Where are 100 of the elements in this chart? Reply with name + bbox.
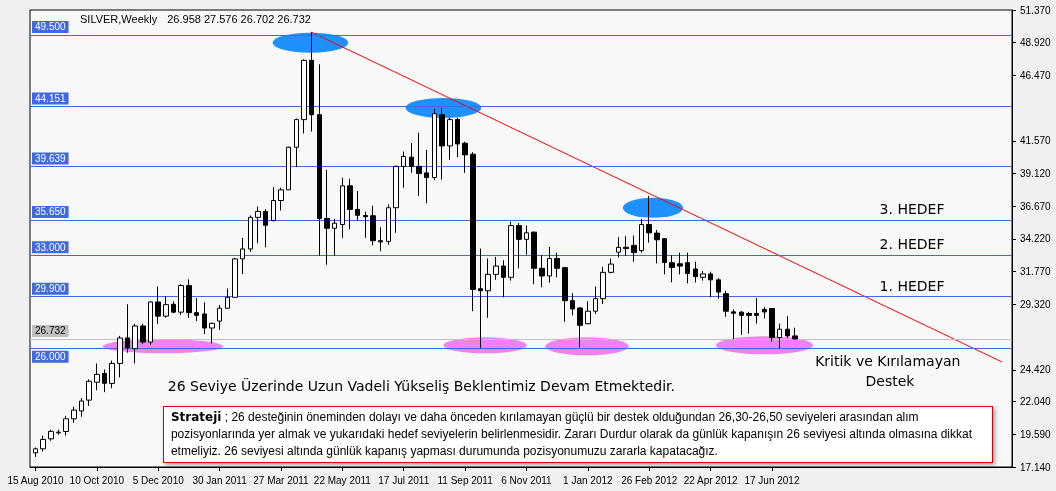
ref-line-label: 44.151	[35, 92, 67, 104]
candlestick	[347, 178, 353, 230]
candlestick	[71, 406, 77, 424]
candlestick	[102, 368, 107, 393]
y-tick-label: 46.470	[1020, 69, 1052, 81]
candlestick	[593, 286, 598, 315]
candlestick	[117, 335, 123, 378]
note-box: Strateji ; 26 desteğinin öneminden dolayı ve daha önceden kırılamayan güçlü bir destek olduğundan 26,30-26,50 seviyeleri arasından alım pozisyonlarında yer almak ve yukarıdaki hedef seviyelerin belirlenmesidir. Zararı Durdur olarak da günlük kapanışın 26 seviyesi altında olmasına dikkat etmeliyiz. 26 seviyesi altında günlük kapanış yapması durumunda pozisyonumuzu zararla kapatacağız.	[162, 405, 993, 463]
y-tick-label: 36.670	[1020, 200, 1052, 212]
annotation: 1. HEDEF	[879, 277, 945, 294]
candlestick	[225, 288, 230, 309]
y-tick-label: 19.590	[1020, 428, 1052, 440]
candlestick	[585, 300, 591, 325]
chart-title: SILVER,Weekly	[80, 13, 158, 25]
candlestick	[209, 322, 215, 344]
y-tick-label: 31.770	[1020, 266, 1052, 278]
y-tick-label: 24.420	[1020, 364, 1052, 376]
candlestick	[447, 116, 453, 161]
candlestick	[155, 286, 161, 325]
candlestick	[332, 218, 337, 257]
candlestick	[746, 311, 752, 335]
candlestick	[570, 292, 575, 316]
candlestick	[202, 301, 207, 335]
ref-line-label: 26.000	[35, 351, 67, 363]
ref-line-label: 29.900	[35, 283, 67, 295]
candlestick	[792, 327, 798, 340]
candlestick	[409, 142, 414, 174]
annotation: Kritik ve Kırılamayan Destek	[815, 352, 965, 389]
candlestick	[531, 230, 537, 285]
candlestick	[493, 256, 499, 281]
candlestick	[125, 303, 130, 354]
candlestick	[539, 254, 545, 288]
candlestick	[669, 254, 675, 283]
x-tick-label: 15 Aug 2010	[7, 474, 64, 486]
candlestick	[286, 146, 291, 191]
candlestick	[370, 205, 376, 246]
candlestick	[363, 211, 368, 239]
candlestick	[508, 221, 514, 282]
candlestick	[232, 257, 238, 298]
candlestick	[194, 297, 199, 322]
candlestick	[171, 300, 176, 314]
candlestick	[547, 246, 552, 284]
x-tick-label: 26 Feb 2012	[621, 474, 678, 486]
candlestick	[109, 360, 115, 389]
candlestick	[248, 214, 253, 253]
candlestick	[79, 397, 84, 418]
ref-line-label: 26.732	[35, 325, 67, 337]
y-tick-label: 39.120	[1020, 168, 1052, 180]
ref-line-label: 33.000	[35, 241, 67, 253]
candlestick	[424, 149, 429, 204]
candlestick	[554, 252, 560, 278]
candlestick	[485, 257, 491, 319]
candlestick	[309, 31, 314, 132]
y-tick-label: 41.570	[1020, 135, 1052, 147]
y-tick-label: 17.140	[1020, 461, 1052, 473]
candlestick	[432, 108, 437, 181]
candlestick	[301, 58, 307, 134]
candlestick	[785, 315, 790, 339]
ref-line-label: 39.639	[35, 153, 67, 165]
candlestick	[708, 271, 713, 298]
candlestick	[462, 141, 468, 174]
x-tick-label: 17 Jul 2011	[378, 474, 430, 486]
candlestick	[340, 177, 345, 239]
candlestick	[524, 225, 529, 256]
candlestick	[516, 222, 522, 269]
candlestick	[470, 151, 476, 312]
candlestick	[140, 323, 146, 345]
candlestick	[631, 235, 637, 263]
y-tick-label: 22.040	[1020, 396, 1052, 408]
candlestick	[654, 229, 660, 264]
candlestick	[178, 283, 184, 316]
candlestick	[278, 187, 284, 212]
candlestick	[769, 307, 775, 342]
candlestick	[56, 429, 61, 436]
candlestick	[501, 259, 506, 298]
candlestick	[562, 266, 568, 323]
candlestick	[378, 226, 383, 252]
candlestick	[186, 278, 192, 319]
candlestick	[324, 169, 330, 266]
y-tick-label: 51.370	[1020, 4, 1052, 16]
candlestick	[33, 447, 38, 458]
annotation: 3. HEDEF	[879, 200, 945, 217]
candlestick	[646, 195, 652, 244]
candlestick	[439, 107, 445, 181]
candlestick	[148, 300, 153, 346]
candlestick	[754, 297, 759, 325]
x-tick-label: 17 Jun 2012	[744, 474, 800, 486]
candlestick	[132, 323, 138, 364]
candlestick	[263, 208, 268, 248]
candlestick	[777, 323, 782, 349]
y-tick-label: 48.920	[1020, 37, 1052, 49]
chart-subtitle: 26.958 27.576 26.702 26.732	[167, 13, 311, 25]
candlestick	[163, 295, 169, 319]
candlestick	[416, 132, 422, 197]
ref-line-label: 35.650	[35, 206, 67, 218]
candlestick	[731, 308, 736, 340]
annotation: 2. HEDEF	[879, 236, 945, 253]
candlestick	[685, 252, 690, 284]
x-tick-label: 6 Nov 2011	[501, 474, 553, 486]
candlestick	[739, 310, 744, 336]
